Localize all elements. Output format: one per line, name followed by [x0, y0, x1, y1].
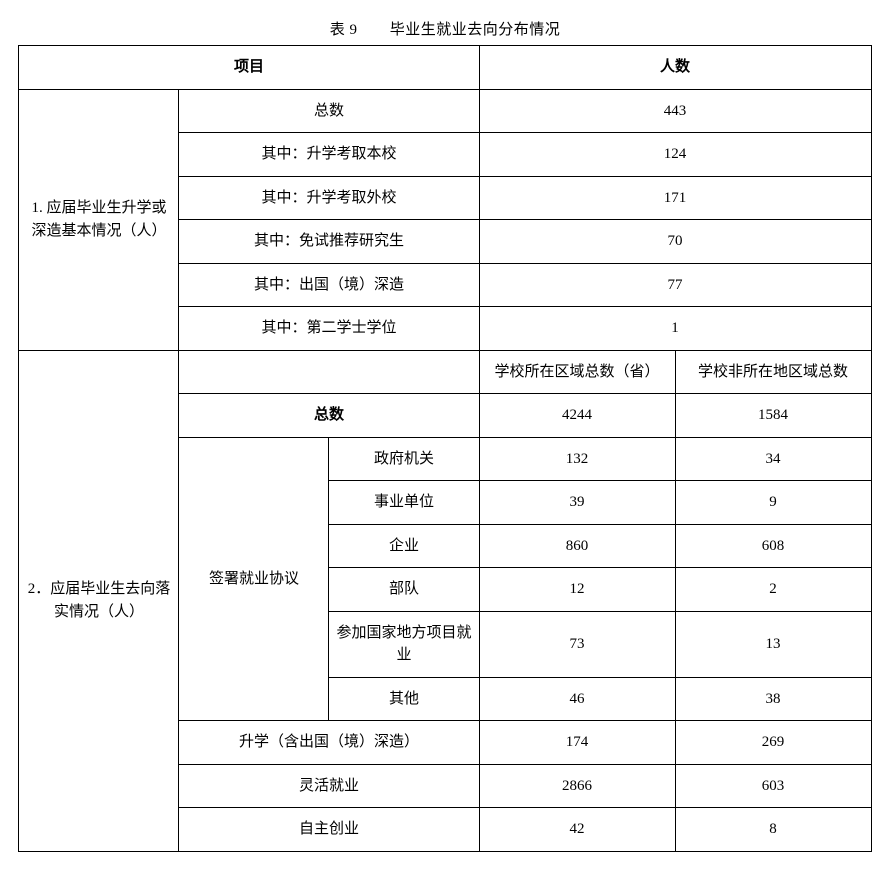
agreement-row-label: 其他 — [329, 677, 479, 721]
section2-title: 2．应届毕业生去向落实情况（人） — [19, 350, 179, 851]
agreement-row-in: 39 — [479, 481, 675, 525]
section1-row-label: 其中：升学考取外校 — [179, 176, 479, 220]
section1-row-value: 443 — [479, 89, 871, 133]
agreement-row-out: 2 — [675, 568, 871, 612]
table-caption: 表 9 毕业生就业去向分布情况 — [18, 18, 872, 39]
other-row-out: 8 — [675, 808, 871, 852]
agreement-row-out: 38 — [675, 677, 871, 721]
section1-row-value: 70 — [479, 220, 871, 264]
agreement-row-in: 860 — [479, 524, 675, 568]
section1-title: 1. 应届毕业生升学或深造基本情况（人） — [19, 89, 179, 350]
section1-row-label: 其中：出国（境）深造 — [179, 263, 479, 307]
other-row-in: 2866 — [479, 764, 675, 808]
section2-total-in: 4244 — [479, 394, 675, 438]
other-row-out: 603 — [675, 764, 871, 808]
section1-row-label: 总数 — [179, 89, 479, 133]
agreement-row-label: 企业 — [329, 524, 479, 568]
section2-total-out: 1584 — [675, 394, 871, 438]
agreement-row-in: 132 — [479, 437, 675, 481]
header-project: 项目 — [19, 46, 479, 90]
header-count: 人数 — [479, 46, 871, 90]
employment-distribution-table: 项目 人数 1. 应届毕业生升学或深造基本情况（人） 总数 443 其中：升学考… — [18, 45, 871, 852]
table-title: 毕业生就业去向分布情况 — [390, 22, 561, 38]
other-row-label: 升学（含出国（境）深造） — [179, 721, 479, 765]
agreement-row-in: 12 — [479, 568, 675, 612]
other-row-out: 269 — [675, 721, 871, 765]
agreement-row-out: 9 — [675, 481, 871, 525]
section1-row-value: 1 — [479, 307, 871, 351]
section2-total-label: 总数 — [179, 394, 479, 438]
agreement-row-in: 46 — [479, 677, 675, 721]
agreement-label: 签署就业协议 — [179, 437, 329, 721]
empty-cell — [179, 350, 479, 394]
agreement-row-out: 13 — [675, 611, 871, 677]
agreement-row-in: 73 — [479, 611, 675, 677]
section1-row-value: 77 — [479, 263, 871, 307]
other-row-label: 自主创业 — [179, 808, 479, 852]
section1-row-label: 其中：免试推荐研究生 — [179, 220, 479, 264]
section1-row-value: 171 — [479, 176, 871, 220]
other-row-in: 42 — [479, 808, 675, 852]
section1-row-label: 其中：升学考取本校 — [179, 133, 479, 177]
section1-row-label: 其中：第二学士学位 — [179, 307, 479, 351]
table-number: 表 9 — [330, 22, 358, 38]
subheader-out-region: 学校非所在地区域总数 — [675, 350, 871, 394]
subheader-in-region: 学校所在区域总数（省） — [479, 350, 675, 394]
agreement-row-out: 608 — [675, 524, 871, 568]
agreement-row-out: 34 — [675, 437, 871, 481]
agreement-row-label: 事业单位 — [329, 481, 479, 525]
agreement-row-label: 参加国家地方项目就业 — [329, 611, 479, 677]
section1-row-value: 124 — [479, 133, 871, 177]
agreement-row-label: 政府机关 — [329, 437, 479, 481]
other-row-in: 174 — [479, 721, 675, 765]
agreement-row-label: 部队 — [329, 568, 479, 612]
other-row-label: 灵活就业 — [179, 764, 479, 808]
